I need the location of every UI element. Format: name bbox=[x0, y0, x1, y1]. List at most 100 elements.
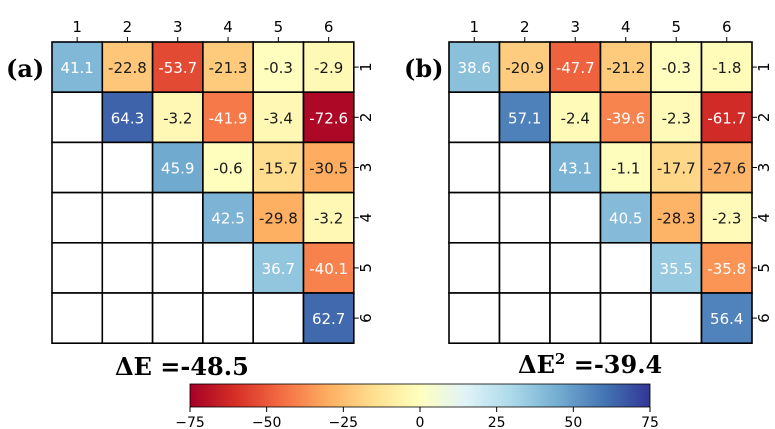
heatmap-cell-b-r2-c4 bbox=[599, 91, 652, 144]
cell-value-label: -0.3 bbox=[662, 59, 691, 77]
heatmap-cell-a-r6-c4 bbox=[202, 292, 254, 345]
heatmap-cell-b-r1-c4 bbox=[599, 41, 652, 94]
cell-value-label: 35.5 bbox=[660, 260, 693, 278]
y-tick-label-b-2: 2 bbox=[755, 113, 773, 123]
heatmap-cell-b-r6-c3 bbox=[549, 292, 602, 345]
cell-value-label: 40.5 bbox=[609, 210, 642, 228]
heatmap-cell-b-r3-c4 bbox=[599, 141, 652, 194]
panel-a-label: (a) bbox=[6, 54, 45, 83]
x-tick-label-a-5: 5 bbox=[274, 18, 284, 36]
cell-value-label: -21.2 bbox=[606, 59, 645, 77]
x-tick-label-b-4: 4 bbox=[621, 18, 631, 36]
y-tick-label-a-5: 5 bbox=[357, 263, 375, 273]
x-tick-label-b-3: 3 bbox=[570, 18, 580, 36]
cell-value-label: -61.7 bbox=[707, 109, 746, 127]
heatmap-cell-b-r6-c2 bbox=[498, 292, 551, 345]
heatmap-cell-b-r5-c6 bbox=[700, 242, 753, 294]
cell-value-label: -35.8 bbox=[707, 260, 746, 278]
colorbar-tick-label: −75 bbox=[175, 415, 205, 429]
heatmap-cell-a-r1-c6 bbox=[302, 41, 355, 94]
cell-value-label: -40.1 bbox=[309, 260, 348, 278]
heatmap-cell-b-r4-c1 bbox=[448, 191, 501, 244]
colorbar-tick-label: 25 bbox=[488, 415, 506, 429]
cell-value-label: -3.2 bbox=[163, 109, 192, 127]
heatmap-cell-a-r2-c4 bbox=[202, 91, 254, 144]
cell-value-label: -15.7 bbox=[259, 160, 298, 178]
heatmap-cell-a-r6-c5 bbox=[252, 292, 305, 345]
cell-value-label: 62.7 bbox=[312, 310, 345, 328]
heatmap-cell-a-r2-c5 bbox=[252, 91, 305, 144]
heatmap-cell-a-r6-c3 bbox=[151, 292, 204, 345]
heatmap-cell-a-r3-c2 bbox=[101, 141, 154, 194]
cell-value-label: -0.3 bbox=[264, 59, 293, 77]
cell-value-label: 42.5 bbox=[211, 210, 244, 228]
cell-value-label: -29.8 bbox=[259, 210, 298, 228]
cell-value-label: -0.6 bbox=[213, 160, 242, 178]
cell-value-label: 38.6 bbox=[458, 59, 491, 77]
heatmap-panel-a: 41.1 -22.8 -53.7 -21.3 -0.3 -2.9 64.3 -3.2 -41.9… bbox=[51, 18, 375, 345]
heatmap-cell-b-r5-c1 bbox=[448, 242, 501, 294]
cell-value-label: -22.8 bbox=[108, 59, 147, 77]
heatmap-cell-a-r4-c3 bbox=[151, 191, 204, 244]
heatmap-cell-b-r5-c3 bbox=[549, 242, 602, 294]
x-tick-label-b-2: 2 bbox=[520, 18, 530, 36]
colorbar-tick-label: 0 bbox=[416, 415, 425, 429]
x-tick-label-b-5: 5 bbox=[671, 18, 681, 36]
cell-value-label: -27.6 bbox=[707, 160, 746, 178]
heatmap-cell-b-r3-c1 bbox=[448, 141, 501, 194]
cell-value-label: 41.1 bbox=[60, 59, 93, 77]
cell-value-label: 45.9 bbox=[161, 160, 194, 178]
heatmap-cell-b-r5-c2 bbox=[498, 242, 551, 294]
y-tick-label-b-3: 3 bbox=[755, 163, 773, 173]
delta-e2-superscript: 2 bbox=[554, 350, 566, 368]
heatmap-cell-b-r6-c1 bbox=[448, 292, 501, 345]
cell-value-label: 43.1 bbox=[559, 160, 592, 178]
cell-value-label: -21.3 bbox=[209, 59, 248, 77]
heatmap-cell-b-r4-c5 bbox=[650, 191, 703, 244]
cell-value-label: 56.4 bbox=[710, 310, 743, 328]
heatmap-panel-b: 38.6 -20.9 -47.7 -21.2 -0.3 -1.8 57.1 -2.4 -39.6… bbox=[448, 18, 773, 345]
heatmap-cell-a-r6-c2 bbox=[101, 292, 154, 345]
y-tick-label-b-6: 6 bbox=[755, 313, 773, 323]
x-tick-label-b-6: 6 bbox=[722, 18, 732, 36]
colorbar-tick-label: 50 bbox=[564, 415, 582, 429]
delta-e-symbol: ΔE bbox=[115, 352, 152, 381]
heatmap-cell-a-r6-c6 bbox=[302, 292, 355, 345]
cell-value-label: -2.9 bbox=[314, 59, 343, 77]
panel-b-label: (b) bbox=[404, 54, 444, 83]
heatmap-cell-b-r3-c2 bbox=[498, 141, 551, 194]
heatmap-cell-a-r6-c1 bbox=[51, 292, 104, 345]
delta-e2-summary: ΔE2 =-39.4 bbox=[518, 350, 662, 379]
x-tick-label-a-4: 4 bbox=[223, 18, 233, 36]
x-tick-label-a-2: 2 bbox=[123, 18, 133, 36]
heatmap-cell-a-r4-c1 bbox=[51, 191, 104, 244]
y-tick-label-b-5: 5 bbox=[755, 263, 773, 273]
heatmap-cell-b-r6-c4 bbox=[599, 292, 652, 345]
cell-value-label: -28.3 bbox=[657, 210, 696, 228]
heatmap-cell-b-r2-c2 bbox=[498, 91, 551, 144]
delta-e2-value: =-39.4 bbox=[573, 350, 663, 379]
delta-e-value: =-48.5 bbox=[160, 352, 249, 381]
heatmap-cell-a-r1-c4 bbox=[202, 41, 254, 94]
heatmap-cell-a-r2-c1 bbox=[51, 91, 104, 144]
y-tick-label-a-6: 6 bbox=[357, 313, 375, 323]
x-tick-label-a-3: 3 bbox=[173, 18, 183, 36]
heatmap-cell-b-r4-c6 bbox=[700, 191, 753, 244]
cell-value-label: -1.1 bbox=[611, 160, 640, 178]
heatmap-cell-b-r5-c4 bbox=[599, 242, 652, 294]
colorbar-gradient bbox=[189, 383, 651, 408]
y-tick-label-a-2: 2 bbox=[357, 113, 375, 123]
colorbar: −75 −50 −25 0 25 50 75 bbox=[175, 383, 659, 429]
heatmap-cell-b-r3-c6 bbox=[700, 141, 753, 194]
cell-value-label: -20.9 bbox=[505, 59, 544, 77]
heatmap-cell-b-r6-c5 bbox=[650, 292, 703, 345]
heatmap-cell-a-r3-c4 bbox=[202, 141, 254, 194]
cell-value-label: -2.3 bbox=[662, 109, 691, 127]
cell-value-label: -47.7 bbox=[556, 59, 595, 77]
y-tick-label-a-1: 1 bbox=[357, 62, 375, 72]
heatmap-cell-b-r2-c5 bbox=[650, 91, 703, 144]
cell-value-label: -41.9 bbox=[209, 109, 248, 127]
cell-value-label: -30.5 bbox=[309, 160, 348, 178]
cell-value-label: -72.6 bbox=[309, 109, 348, 127]
